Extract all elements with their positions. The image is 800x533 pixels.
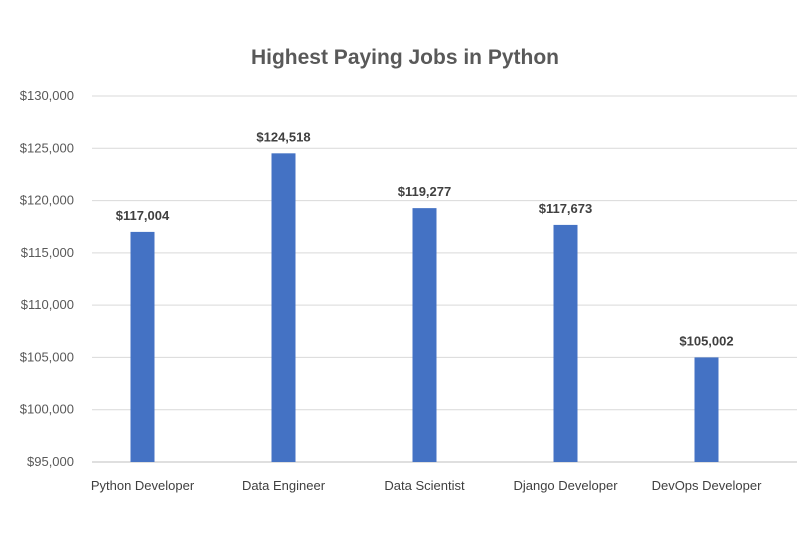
data-label: $117,673 — [539, 201, 593, 216]
y-tick-label: $95,000 — [27, 454, 74, 469]
x-tick-label: Python Developer — [91, 478, 195, 493]
x-tick-label: Django Developer — [513, 478, 618, 493]
bar — [553, 224, 578, 462]
data-labels: $117,004 $124,518 $119,277 $117,673 $105,002 — [116, 129, 734, 348]
bar — [271, 153, 296, 462]
bars — [130, 153, 719, 462]
y-tick-label: $115,000 — [21, 245, 74, 260]
x-tick-label: Data Scientist — [384, 478, 465, 493]
x-axis-ticks: Python Developer Data Engineer Data Scient… — [91, 478, 762, 493]
y-tick-label: $105,000 — [20, 349, 74, 364]
data-label: $105,002 — [679, 333, 733, 348]
y-tick-label: $110,000 — [21, 297, 74, 312]
data-label: $119,277 — [398, 184, 452, 199]
y-tick-label: $120,000 — [20, 193, 74, 208]
x-tick-label: DevOps Developer — [652, 478, 762, 493]
x-tick-label: Data Engineer — [242, 478, 326, 493]
y-axis-ticks: $95,000 $100,000 $105,000 $110,000 $115,000 $… — [20, 88, 74, 469]
bar — [130, 231, 155, 462]
chart-title: Highest Paying Jobs in Python — [251, 46, 559, 69]
y-tick-label: $100,000 — [20, 402, 74, 417]
gridlines — [92, 95, 797, 463]
data-label: $117,004 — [116, 208, 170, 223]
y-tick-label: $125,000 — [20, 140, 74, 155]
data-label: $124,518 — [256, 129, 310, 144]
y-tick-label: $130,000 — [20, 88, 74, 103]
bar — [694, 357, 719, 462]
bar — [412, 208, 437, 462]
